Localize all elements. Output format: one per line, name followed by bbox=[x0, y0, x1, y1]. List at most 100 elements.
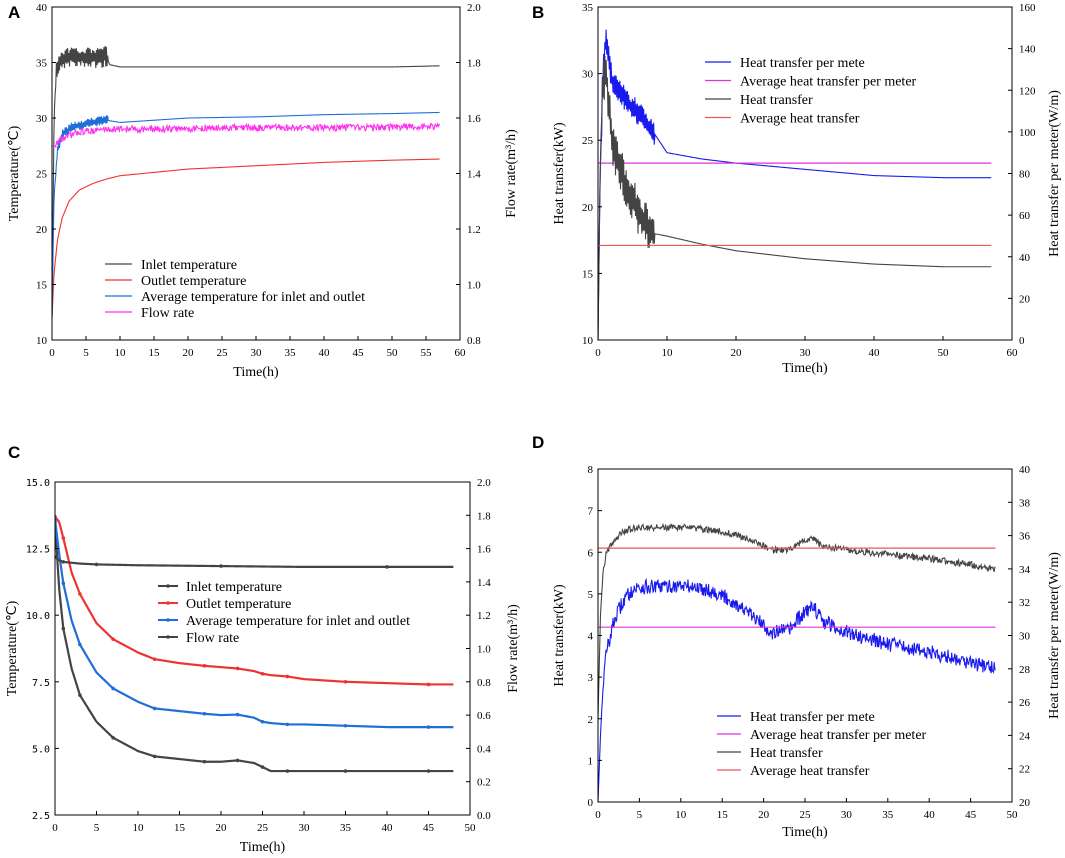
x-tick-label: 5 bbox=[94, 822, 100, 834]
x-tick-label: 40 bbox=[924, 809, 936, 821]
series-line-outlet-temperature bbox=[52, 158, 440, 318]
data-point bbox=[285, 674, 290, 679]
x-tick-label: 60 bbox=[455, 347, 467, 359]
y-tick-label: 4 bbox=[588, 631, 594, 643]
legend-entry: Heat transfer bbox=[750, 746, 823, 761]
x-tick-label: 10 bbox=[115, 347, 127, 359]
y2-tick-label: 32 bbox=[1019, 597, 1030, 609]
legend-entry: Average temperature for inlet and outlet bbox=[141, 290, 365, 305]
x-tick-label: 10 bbox=[675, 809, 687, 821]
legend-entry: Outlet temperature bbox=[141, 274, 246, 289]
x-tick-label: 40 bbox=[382, 822, 394, 834]
series-group bbox=[55, 514, 454, 773]
data-point bbox=[202, 759, 207, 764]
series-line-flow-rate bbox=[52, 121, 441, 149]
y2-tick-label: 100 bbox=[1019, 127, 1036, 139]
y2-axis-label: Heat transfer per meter(W/m) bbox=[1047, 552, 1062, 719]
x-tick-label: 5 bbox=[637, 809, 643, 821]
y2-tick-label: 26 bbox=[1019, 697, 1031, 709]
y-tick-label: 35 bbox=[582, 2, 594, 14]
plot-frame bbox=[54, 481, 471, 816]
legend-marker bbox=[166, 635, 170, 639]
x-tick-label: 60 bbox=[1007, 347, 1019, 359]
y2-tick-label: 20 bbox=[1019, 293, 1031, 305]
series-line-inlet-temperature bbox=[55, 521, 454, 773]
x-tick-label: 5 bbox=[83, 347, 89, 359]
legend-entry: Inlet temperature bbox=[186, 580, 282, 595]
legend-entry: Average heat transfer per meter bbox=[750, 728, 927, 743]
series-line-flow-rate bbox=[55, 556, 454, 569]
y2-tick-label: 38 bbox=[1019, 497, 1031, 509]
data-point bbox=[426, 725, 431, 729]
series-line-average-temperature-for-inlet-and-outlet bbox=[55, 519, 454, 729]
data-point bbox=[152, 754, 157, 759]
panel-letter: C bbox=[8, 443, 20, 462]
x-tick-label: 40 bbox=[319, 347, 331, 359]
data-point bbox=[343, 723, 348, 728]
legend-entry: Flow rate bbox=[186, 631, 239, 646]
x-tick-label: 0 bbox=[49, 347, 55, 359]
y-axis-label: Heat transfer(kW) bbox=[552, 584, 567, 687]
y2-axis-label: Flow rate(m³/h) bbox=[504, 129, 519, 218]
data-point bbox=[260, 719, 265, 724]
y2-tick-label: 24 bbox=[1019, 730, 1031, 742]
y2-tick-label: 1.0 bbox=[467, 280, 481, 292]
x-tick-label: 30 bbox=[800, 347, 812, 359]
data-point bbox=[94, 562, 99, 567]
legend-entry: Inlet temperature bbox=[141, 258, 237, 273]
y2-tick-label: 40 bbox=[1019, 252, 1031, 264]
series-line-heat-transfer-per-mete bbox=[598, 29, 992, 340]
data-point bbox=[285, 722, 290, 727]
x-tick-label: 0 bbox=[595, 347, 601, 359]
x-tick-label: 20 bbox=[183, 347, 195, 359]
y-tick-label: 1 bbox=[588, 755, 594, 767]
y-tick-label: 10 bbox=[582, 335, 594, 347]
y2-tick-label: 80 bbox=[1019, 169, 1031, 181]
x-tick-label: 50 bbox=[938, 347, 950, 359]
x-tick-label: 30 bbox=[299, 822, 311, 834]
y-tick-label: 2 bbox=[588, 714, 594, 726]
y2-tick-label: 1.4 bbox=[477, 577, 491, 589]
panel-b: B0 10 20 30 40 50 6010152025303502040608010012… bbox=[532, 2, 1062, 376]
y2-axis-label: Heat transfer per meter(W/m) bbox=[1047, 90, 1062, 257]
panel-letter: A bbox=[8, 3, 20, 22]
y-tick-label: 10.0 bbox=[26, 611, 50, 622]
y-tick-label: 10 bbox=[36, 335, 48, 347]
x-tick-label: 35 bbox=[882, 809, 894, 821]
y2-tick-label: 2.0 bbox=[467, 2, 481, 14]
panel-a: A 0 5 10 15 20 25 30 35 40 45 50 55 60 10 15 20 25 30 35 40 0… bbox=[7, 2, 519, 380]
legend-entry: Average temperature for inlet and outlet bbox=[186, 614, 410, 629]
x-axis-label: Time(h) bbox=[240, 840, 286, 855]
y-tick-label: 30 bbox=[36, 113, 48, 125]
legend-marker bbox=[166, 618, 170, 622]
y2-tick-label: 1.2 bbox=[467, 224, 481, 236]
series-line-heat-transfer bbox=[598, 56, 992, 340]
y-tick-label: 5 bbox=[588, 589, 594, 601]
x-tick-label: 30 bbox=[841, 809, 853, 821]
x-tick-label: 45 bbox=[353, 347, 365, 359]
x-tick-label: 20 bbox=[216, 822, 228, 834]
panel-letter: D bbox=[532, 433, 544, 452]
y2-tick-label: 2.0 bbox=[477, 477, 491, 489]
data-point bbox=[61, 560, 66, 564]
y-tick-label: 20 bbox=[36, 224, 48, 236]
data-point bbox=[235, 666, 240, 671]
y-tick-label: 15.0 bbox=[26, 478, 50, 489]
x-tick-label: 0 bbox=[595, 809, 601, 821]
x-tick-label: 45 bbox=[423, 822, 435, 834]
data-point bbox=[426, 769, 431, 773]
x-tick-label: 40 bbox=[869, 347, 881, 359]
legend-entry: Average heat transfer bbox=[750, 764, 870, 779]
y2-tick-label: 120 bbox=[1019, 85, 1036, 97]
panel-c: C 0 5 10 15 20 25 30 35 40 45 50 2.5 5.0 7.5 10.0 12.5 15… bbox=[5, 443, 521, 855]
legend-entry: Outlet temperature bbox=[186, 597, 291, 612]
legend-entry: Heat transfer per mete bbox=[750, 710, 875, 725]
y-tick-label: 12.5 bbox=[26, 545, 50, 556]
x-tick-label: 10 bbox=[133, 822, 145, 834]
y2-tick-label: 0.8 bbox=[467, 335, 481, 347]
y-tick-label: 0 bbox=[588, 797, 594, 809]
series-group bbox=[52, 45, 441, 318]
data-point bbox=[343, 680, 348, 684]
legend: Heat transfer per mete Average heat trans… bbox=[717, 710, 927, 779]
